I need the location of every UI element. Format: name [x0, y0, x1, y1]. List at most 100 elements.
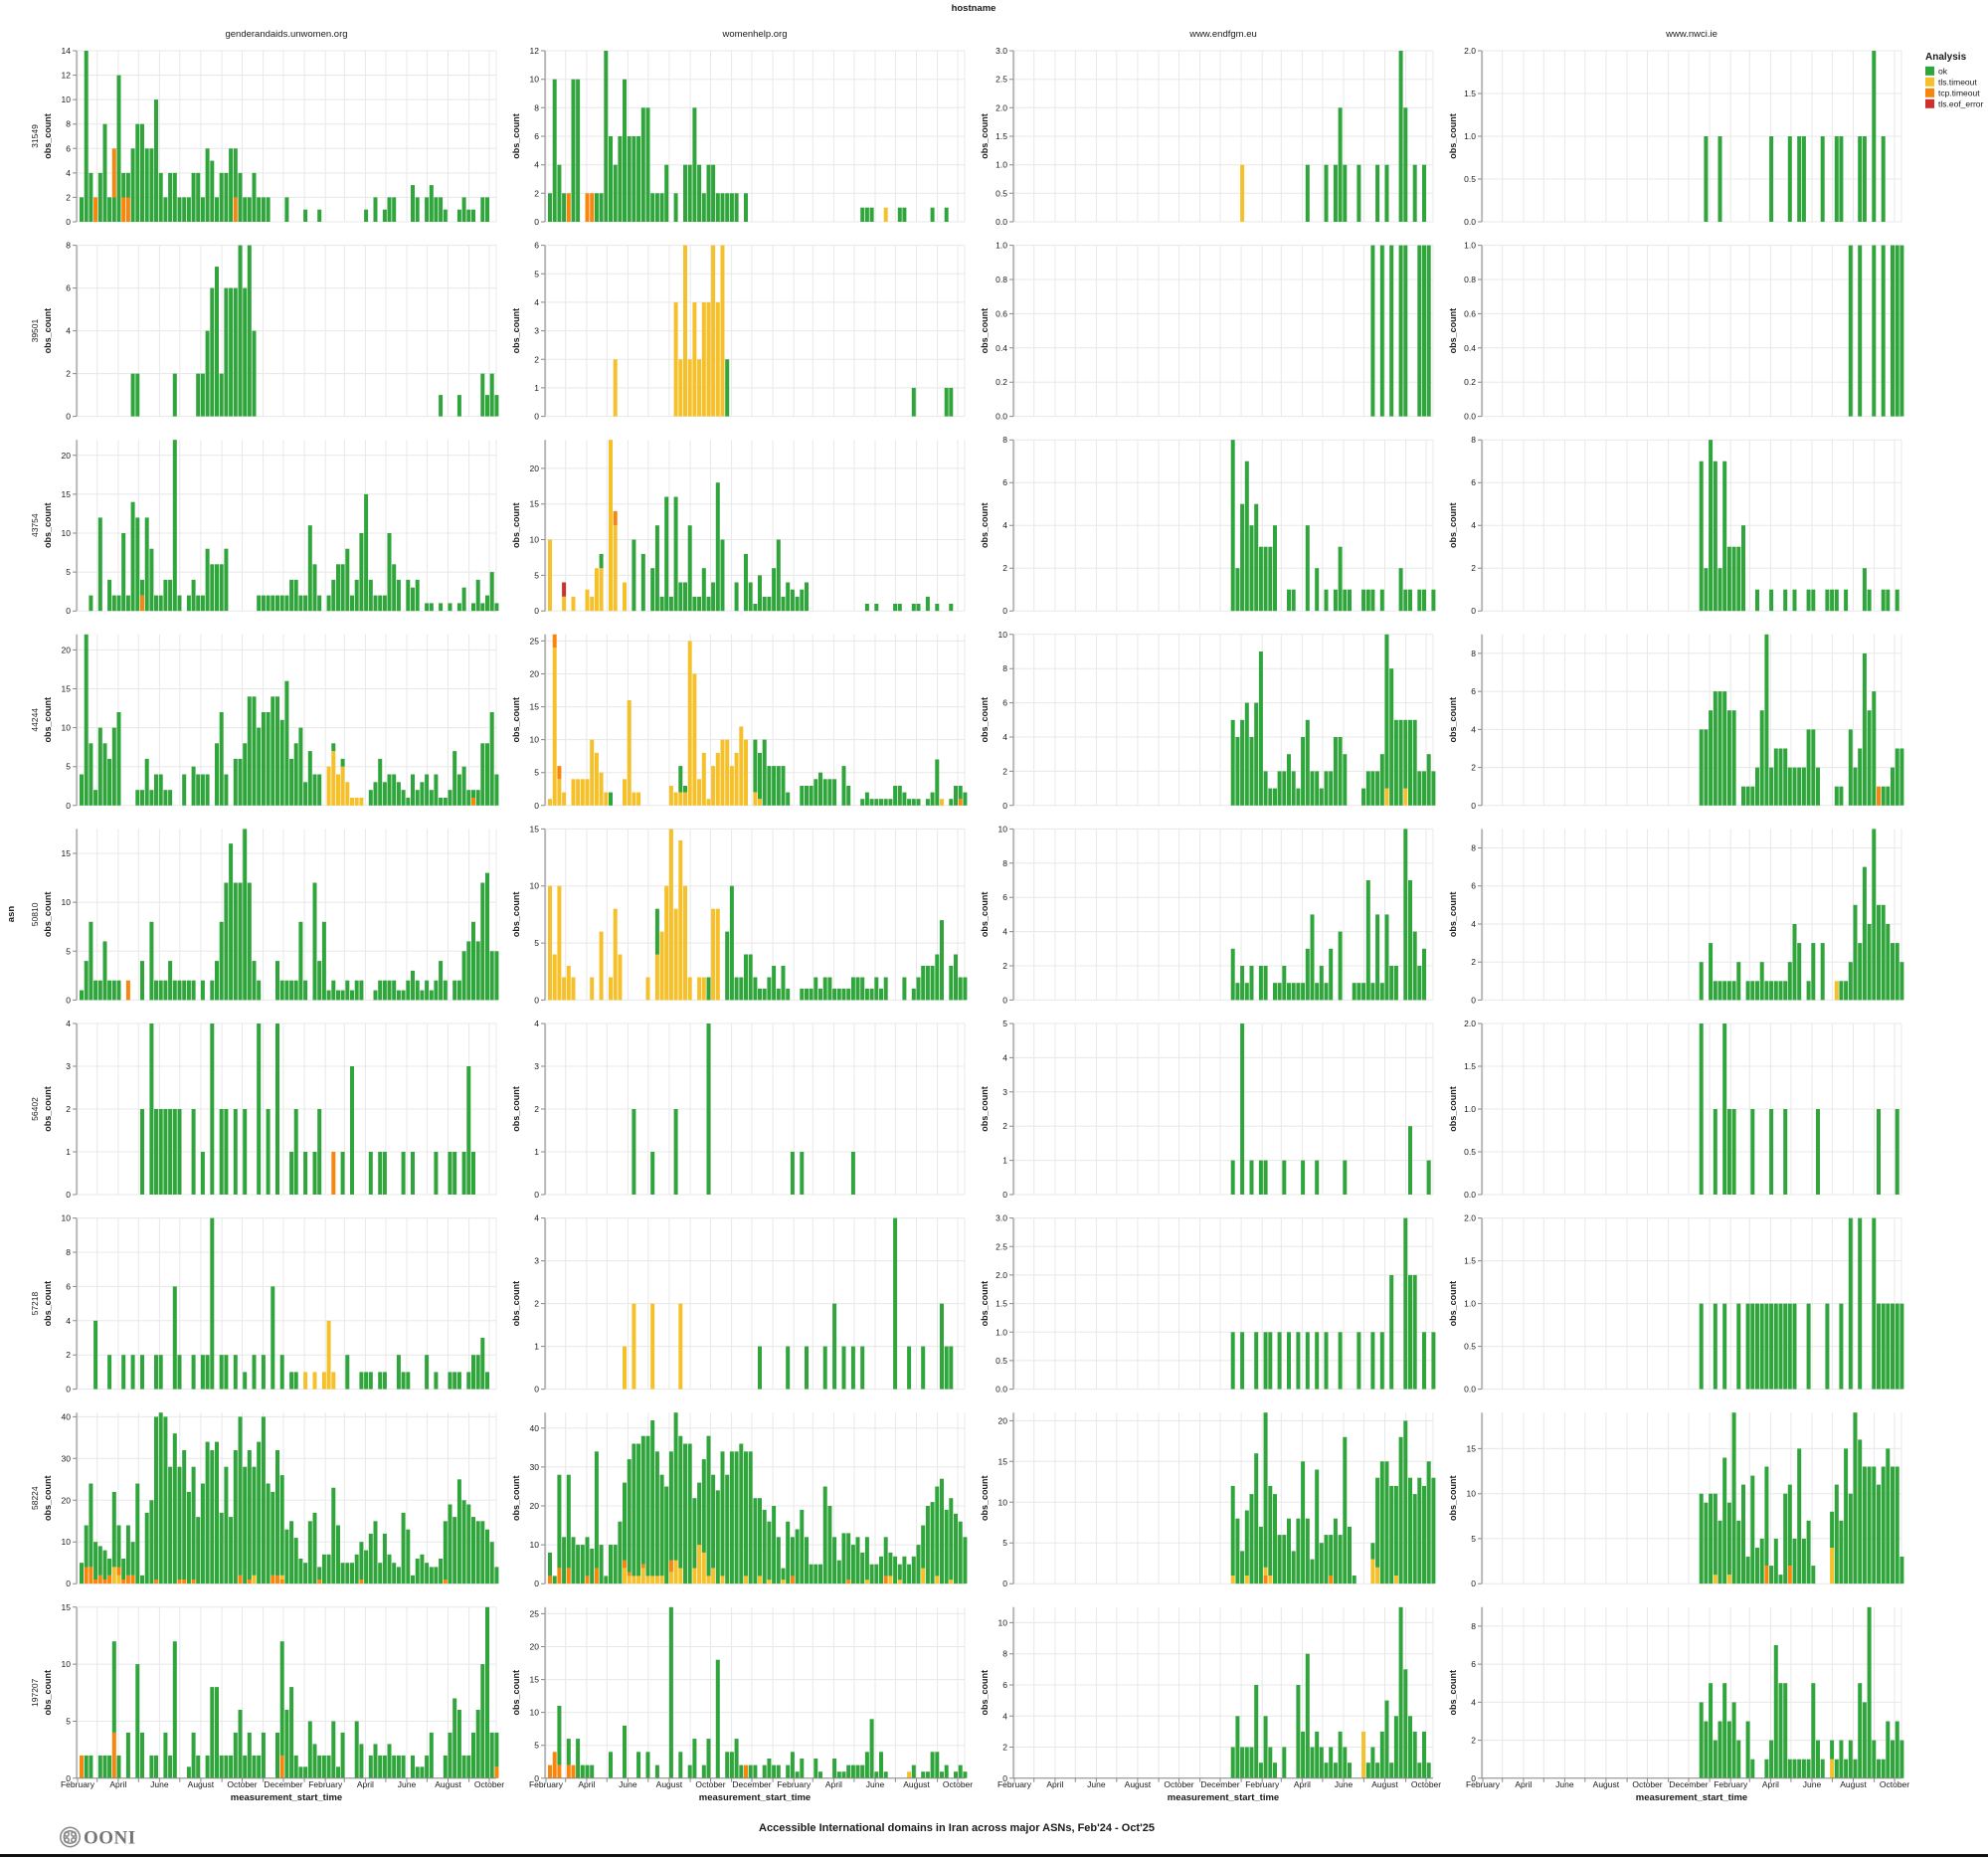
- svg-text:0.2: 0.2: [995, 377, 1007, 387]
- svg-text:6: 6: [1471, 1659, 1476, 1669]
- svg-text:August: August: [188, 1779, 215, 1789]
- svg-text:0: 0: [66, 1579, 71, 1588]
- svg-text:8: 8: [66, 119, 71, 129]
- svg-text:June: June: [866, 1779, 885, 1789]
- svg-text:0: 0: [534, 1190, 539, 1200]
- svg-text:10: 10: [530, 535, 540, 545]
- svg-text:5: 5: [534, 768, 539, 778]
- svg-text:0: 0: [66, 1773, 71, 1783]
- svg-text:0.4: 0.4: [1464, 343, 1476, 353]
- svg-text:12: 12: [530, 46, 540, 56]
- svg-text:6: 6: [534, 241, 539, 251]
- svg-text:8: 8: [1471, 843, 1476, 853]
- svg-text:6: 6: [1002, 477, 1007, 487]
- svg-text:obs_count: obs_count: [980, 1281, 990, 1327]
- svg-text:August: August: [656, 1779, 683, 1789]
- svg-text:0.5: 0.5: [995, 188, 1007, 198]
- svg-text:4: 4: [66, 168, 71, 178]
- svg-text:2: 2: [1471, 563, 1476, 573]
- svg-text:2: 2: [534, 1299, 539, 1309]
- svg-text:2.0: 2.0: [1464, 46, 1476, 56]
- svg-text:15: 15: [530, 824, 540, 834]
- svg-text:obs_count: obs_count: [511, 1086, 521, 1132]
- svg-text:obs_count: obs_count: [980, 1475, 990, 1521]
- svg-text:August: August: [1593, 1779, 1620, 1789]
- svg-text:April: April: [109, 1779, 126, 1789]
- svg-text:1.0: 1.0: [1464, 241, 1476, 251]
- svg-text:0: 0: [1002, 1579, 1007, 1588]
- svg-text:obs_count: obs_count: [1448, 1475, 1458, 1521]
- svg-text:43754: 43754: [30, 513, 40, 537]
- svg-text:1.5: 1.5: [1464, 1061, 1476, 1071]
- svg-text:1: 1: [1002, 1156, 1007, 1166]
- svg-text:6: 6: [1471, 477, 1476, 487]
- svg-text:April: April: [825, 1779, 842, 1789]
- svg-text:8: 8: [1002, 1649, 1007, 1659]
- svg-text:obs_count: obs_count: [43, 1086, 53, 1132]
- svg-text:2: 2: [1471, 763, 1476, 773]
- svg-text:www.endfgm.eu: www.endfgm.eu: [1188, 29, 1257, 40]
- svg-text:20: 20: [530, 1642, 540, 1652]
- svg-text:2.0: 2.0: [1464, 1019, 1476, 1028]
- svg-text:0.5: 0.5: [1464, 174, 1476, 184]
- svg-text:obs_count: obs_count: [511, 892, 521, 938]
- svg-text:20: 20: [62, 451, 72, 461]
- svg-text:April: April: [1294, 1779, 1311, 1789]
- svg-text:2.5: 2.5: [995, 75, 1007, 85]
- svg-text:3: 3: [534, 1061, 539, 1071]
- svg-text:2.5: 2.5: [995, 1241, 1007, 1251]
- svg-text:August: August: [1840, 1779, 1867, 1789]
- svg-text:3: 3: [534, 326, 539, 336]
- svg-text:8: 8: [1471, 435, 1476, 445]
- svg-text:10: 10: [62, 528, 72, 538]
- svg-text:10: 10: [62, 897, 72, 907]
- svg-text:obs_count: obs_count: [980, 113, 990, 159]
- svg-text:5: 5: [1002, 1019, 1007, 1028]
- svg-text:0.0: 0.0: [995, 1385, 1007, 1394]
- svg-text:obs_count: obs_count: [511, 502, 521, 548]
- svg-text:4: 4: [1002, 732, 1007, 742]
- svg-text:15: 15: [62, 1602, 72, 1612]
- svg-text:10: 10: [998, 1497, 1008, 1507]
- svg-text:1.5: 1.5: [1464, 1256, 1476, 1266]
- svg-text:February: February: [308, 1779, 343, 1789]
- svg-text:2: 2: [1002, 1121, 1007, 1131]
- svg-text:June: June: [1087, 1779, 1106, 1789]
- svg-text:obs_count: obs_count: [511, 1670, 521, 1716]
- svg-text:58224: 58224: [30, 1486, 40, 1510]
- svg-text:1.0: 1.0: [1464, 1104, 1476, 1114]
- svg-text:tcp.timeout: tcp.timeout: [1938, 88, 1980, 97]
- svg-text:15: 15: [62, 684, 72, 694]
- svg-text:4: 4: [534, 1019, 539, 1028]
- svg-text:40: 40: [530, 1423, 540, 1433]
- svg-text:0: 0: [534, 995, 539, 1005]
- svg-text:0: 0: [534, 1773, 539, 1783]
- svg-text:39501: 39501: [30, 319, 40, 343]
- svg-text:0: 0: [534, 412, 539, 422]
- svg-text:30: 30: [530, 1462, 540, 1472]
- svg-text:10: 10: [530, 1708, 540, 1718]
- svg-text:February: February: [1466, 1779, 1501, 1789]
- svg-text:0: 0: [1471, 606, 1476, 616]
- svg-text:2.0: 2.0: [1464, 1213, 1476, 1223]
- svg-text:www.nwci.ie: www.nwci.ie: [1665, 29, 1717, 40]
- svg-text:4: 4: [534, 297, 539, 307]
- svg-text:0: 0: [1002, 995, 1007, 1005]
- svg-text:obs_count: obs_count: [43, 1670, 53, 1716]
- svg-text:December: December: [1669, 1779, 1708, 1789]
- svg-text:4: 4: [1002, 1052, 1007, 1062]
- svg-text:tls.eof_error: tls.eof_error: [1938, 98, 1984, 108]
- svg-text:OONI: OONI: [84, 1828, 136, 1849]
- svg-text:obs_count: obs_count: [1448, 1086, 1458, 1132]
- svg-text:asn: asn: [6, 906, 17, 923]
- svg-text:4: 4: [1002, 520, 1007, 530]
- svg-text:10: 10: [998, 1617, 1008, 1627]
- svg-text:14: 14: [62, 46, 72, 56]
- svg-text:December: December: [732, 1779, 771, 1789]
- svg-text:obs_count: obs_count: [1448, 308, 1458, 354]
- svg-text:8: 8: [66, 1247, 71, 1257]
- svg-text:April: April: [1515, 1779, 1532, 1789]
- svg-text:ok: ok: [1938, 66, 1948, 76]
- svg-text:April: April: [578, 1779, 595, 1789]
- svg-text:obs_count: obs_count: [43, 892, 53, 938]
